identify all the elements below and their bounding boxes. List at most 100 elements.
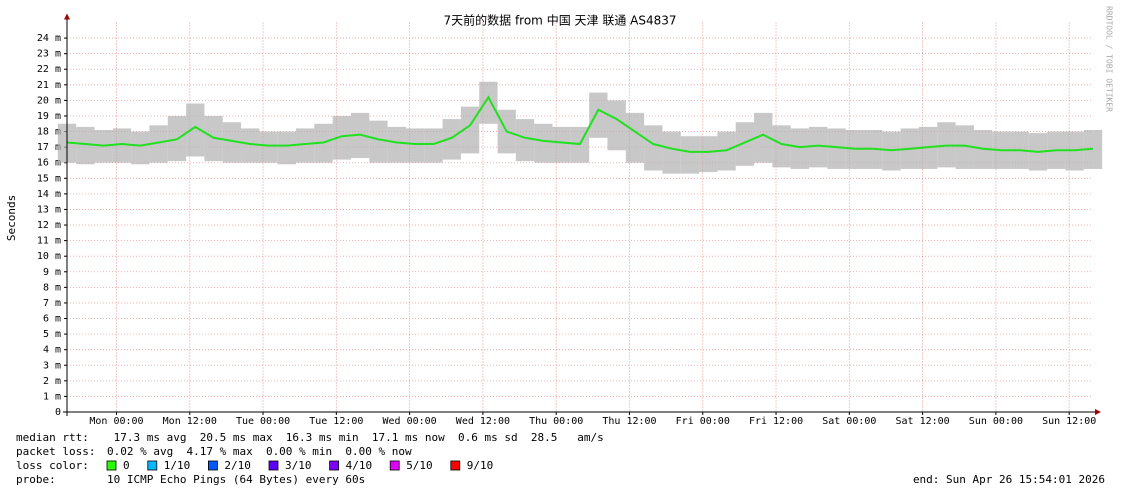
loss-swatch bbox=[389, 460, 400, 471]
x-tick-label: Sat 12:00 bbox=[896, 416, 950, 427]
loss-entry: 4/10 bbox=[346, 459, 373, 472]
stat-label: packet loss: bbox=[16, 445, 95, 458]
smoke bbox=[442, 119, 461, 160]
y-tick-label: 18 m bbox=[37, 127, 61, 138]
smoke bbox=[534, 123, 553, 163]
loss-entry: 3/10 bbox=[285, 459, 312, 472]
loss-entry: 0 bbox=[123, 459, 130, 472]
loss-swatch bbox=[268, 460, 279, 471]
axis-arrow bbox=[1095, 409, 1101, 415]
smoke bbox=[625, 112, 645, 163]
smoke bbox=[131, 131, 150, 165]
smoke bbox=[754, 112, 773, 163]
x-tick-label: Tue 12:00 bbox=[309, 416, 363, 427]
smoke bbox=[424, 128, 443, 163]
x-tick-label: Wed 00:00 bbox=[383, 416, 437, 427]
smoke bbox=[735, 122, 755, 166]
smoke bbox=[809, 126, 828, 168]
smoke bbox=[259, 131, 278, 163]
y-tick-label: 10 m bbox=[37, 251, 61, 262]
x-tick-label: Fri 00:00 bbox=[676, 416, 730, 427]
median-line bbox=[66, 95, 1094, 153]
probe-label: probe: bbox=[16, 473, 56, 486]
smoke bbox=[277, 131, 297, 165]
axis-arrow bbox=[64, 13, 70, 20]
y-tick-label: 24 m bbox=[37, 33, 61, 44]
y-tick-label: 13 m bbox=[37, 204, 61, 215]
smoke bbox=[552, 126, 571, 163]
y-tick-label: 15 m bbox=[37, 173, 61, 184]
y-tick-label: 2 m bbox=[43, 376, 61, 387]
x-tick-label: Thu 00:00 bbox=[529, 416, 583, 427]
smoke bbox=[772, 125, 791, 168]
y-tick-label: 7 m bbox=[43, 298, 61, 309]
y-tick-label: 6 m bbox=[43, 314, 61, 325]
y-tick-label: 4 m bbox=[43, 345, 61, 356]
smoke bbox=[662, 131, 681, 174]
x-tick-label: Wed 12:00 bbox=[456, 416, 510, 427]
smoke bbox=[149, 125, 168, 163]
smoke bbox=[112, 128, 132, 163]
y-tick-label: 23 m bbox=[37, 49, 61, 60]
x-tick-label: Sun 00:00 bbox=[969, 416, 1023, 427]
y-tick-label: 3 m bbox=[43, 360, 61, 371]
smoke bbox=[644, 125, 663, 171]
smoke bbox=[607, 100, 626, 151]
loss-entry: 2/10 bbox=[224, 459, 251, 472]
x-tick-label: Sat 00:00 bbox=[822, 416, 876, 427]
loss-entry: 1/10 bbox=[164, 459, 191, 472]
smoke bbox=[680, 136, 700, 174]
loss-entry: 5/10 bbox=[406, 459, 433, 472]
y-tick-label: 5 m bbox=[43, 329, 61, 340]
y-axis-label: Seconds bbox=[5, 195, 18, 241]
smoke bbox=[186, 103, 205, 157]
y-tick-label: 22 m bbox=[37, 64, 61, 75]
y-tick-label: 8 m bbox=[43, 282, 61, 293]
smoke bbox=[296, 128, 315, 163]
end-time: end: Sun Apr 26 15:54:01 2026 bbox=[913, 473, 1105, 486]
x-tick-label: Fri 12:00 bbox=[749, 416, 803, 427]
smoke bbox=[241, 128, 260, 163]
x-tick-label: Thu 12:00 bbox=[602, 416, 656, 427]
smoke bbox=[222, 122, 242, 163]
x-tick-label: Mon 00:00 bbox=[89, 416, 143, 427]
smoke bbox=[955, 125, 974, 169]
smoke bbox=[479, 81, 498, 124]
stat-value: 0.02 % avg 4.17 % max 0.00 % min 0.00 % … bbox=[107, 445, 412, 458]
smoke bbox=[790, 128, 810, 169]
smoke bbox=[699, 136, 718, 173]
y-tick-label: 0 bbox=[55, 407, 61, 418]
smoke bbox=[76, 126, 95, 165]
smoke bbox=[515, 119, 535, 162]
y-tick-label: 17 m bbox=[37, 142, 61, 153]
probe: 10 ICMP Echo Pings (64 Bytes) every 60s bbox=[107, 473, 365, 486]
smoke bbox=[589, 92, 608, 138]
y-tick-label: 12 m bbox=[37, 220, 61, 231]
x-tick-label: Tue 00:00 bbox=[236, 416, 290, 427]
smoke bbox=[405, 128, 425, 163]
smoke bbox=[387, 126, 406, 163]
y-tick-label: 19 m bbox=[37, 111, 61, 122]
smoke bbox=[332, 115, 351, 160]
y-tick-label: 21 m bbox=[37, 80, 61, 91]
y-tick-label: 16 m bbox=[37, 158, 61, 169]
y-tick-label: 9 m bbox=[43, 267, 61, 278]
loss-entry: 9/10 bbox=[467, 459, 494, 472]
loss-swatch bbox=[329, 460, 340, 471]
loss-swatch bbox=[450, 460, 461, 471]
y-tick-label: 20 m bbox=[37, 95, 61, 106]
loss-swatch bbox=[147, 460, 158, 471]
loss-swatch bbox=[106, 460, 117, 471]
stat-label: median rtt: bbox=[16, 431, 89, 444]
x-tick-label: Sun 12:00 bbox=[1042, 416, 1096, 427]
smoke bbox=[369, 120, 388, 163]
y-tick-label: 14 m bbox=[37, 189, 61, 200]
watermark: RRDTOOL / TOBI OETIKER bbox=[1105, 6, 1114, 112]
chart-title: 7天前的数据 from 中国 天津 联通 AS4837 bbox=[444, 13, 677, 28]
smoke bbox=[827, 128, 846, 169]
stat-value: 17.3 ms avg 20.5 ms max 16.3 ms min 17.1… bbox=[107, 431, 604, 444]
x-tick-label: Mon 12:00 bbox=[163, 416, 217, 427]
loss-swatch bbox=[207, 460, 218, 471]
